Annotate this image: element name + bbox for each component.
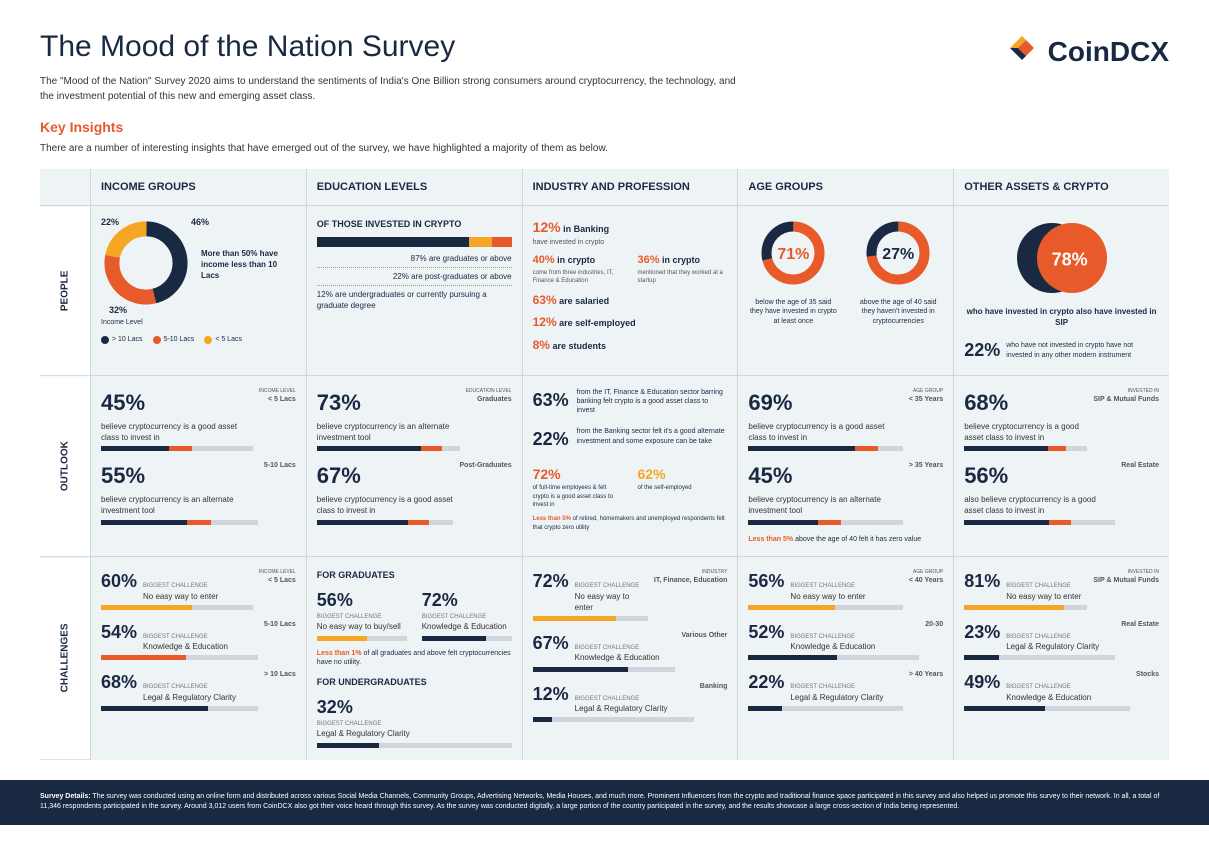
- cell-people-education: OF THOSE INVESTED IN CRYPTO 87% are grad…: [307, 206, 522, 375]
- col-age: AGE GROUPS: [738, 169, 953, 205]
- col-assets: OTHER ASSETS & CRYPTO: [954, 169, 1169, 205]
- cell-outlook-education: 73%believe cryptocurrency is an alternat…: [307, 376, 522, 556]
- logo: CoinDCX: [1004, 30, 1169, 73]
- insights-text: There are a number of interesting insigh…: [40, 143, 740, 154]
- cell-challenges-education: FOR GRADUATES 56%BIGGEST CHALLENGENo eas…: [307, 557, 522, 759]
- donut-pct-32: 32%: [109, 304, 127, 317]
- key-insights-heading: Key Insights: [40, 119, 740, 135]
- cell-challenges-industry: 72%BIGGEST CHALLENGENo easy way to enter…: [523, 557, 738, 759]
- col-industry: INDUSTRY AND PROFESSION: [523, 169, 738, 205]
- header: The Mood of the Nation Survey The "Mood …: [40, 30, 1169, 154]
- cell-outlook-age: 69%believe cryptocurrency is a good asse…: [738, 376, 953, 556]
- cell-people-assets: 78% who have invested in crypto also hav…: [954, 206, 1169, 375]
- income-donut: 22% 46% 32%: [101, 218, 191, 312]
- cell-people-age: 71% below the age of 35 said they have i…: [738, 206, 953, 375]
- cell-challenges-assets: 81%BIGGEST CHALLENGENo easy way to enter…: [954, 557, 1169, 759]
- footer-lead: Survey Details:: [40, 793, 91, 800]
- legend-dot-navy: [101, 336, 109, 344]
- col-income: INCOME GROUPS: [91, 169, 306, 205]
- donut-pct-22: 22%: [101, 216, 119, 229]
- row-challenges: CHALLENGES: [40, 557, 90, 759]
- cell-people-income: 22% 46% 32% More than 50% have income le…: [91, 206, 306, 375]
- grid-corner: [40, 169, 90, 205]
- income-caption: More than 50% have income less than 10 L…: [201, 248, 281, 282]
- income-legend: > 10 Lacs 5-10 Lacs < 5 Lacs: [101, 335, 296, 345]
- edu-stacked-bar: [317, 237, 512, 247]
- cell-challenges-age: 56%BIGGEST CHALLENGENo easy way to enter…: [738, 557, 953, 759]
- row-people: PEOPLE: [40, 206, 90, 375]
- edu-heading: OF THOSE INVESTED IN CRYPTO: [317, 218, 512, 231]
- insights-grid: INCOME GROUPS EDUCATION LEVELS INDUSTRY …: [40, 169, 1169, 760]
- legend-dot-orange: [153, 336, 161, 344]
- donut-pct-46: 46%: [191, 216, 209, 229]
- cell-outlook-income: 45%believe cryptocurrency is a good asse…: [91, 376, 306, 556]
- row-outlook: OUTLOOK: [40, 376, 90, 556]
- cell-outlook-assets: 68%believe cryptocurrency is a good asse…: [954, 376, 1169, 556]
- legend-title: Income Level: [101, 318, 296, 328]
- page: The Mood of the Nation Survey The "Mood …: [0, 0, 1209, 760]
- assets-circle-78: 78%: [1012, 218, 1112, 302]
- age-donut-27: 27%: [863, 218, 933, 292]
- cell-challenges-income: 60%BIGGEST CHALLENGENo easy way to enter…: [91, 557, 306, 759]
- footer-text: The survey was conducted using an online…: [40, 793, 1159, 811]
- legend-dot-yellow: [204, 336, 212, 344]
- logo-icon: [1004, 30, 1040, 73]
- cell-people-industry: 12% in Bankinghave invested in crypto 40…: [523, 206, 738, 375]
- footer: Survey Details: The survey was conducted…: [0, 780, 1209, 825]
- cell-outlook-industry: 63%from the IT, Finance & Education sect…: [523, 376, 738, 556]
- logo-text: CoinDCX: [1048, 36, 1169, 68]
- col-education: EDUCATION LEVELS: [307, 169, 522, 205]
- header-left: The Mood of the Nation Survey The "Mood …: [40, 30, 740, 154]
- age-donut-71: 71%: [758, 218, 828, 292]
- page-subtitle: The "Mood of the Nation" Survey 2020 aim…: [40, 74, 740, 104]
- page-title: The Mood of the Nation Survey: [40, 30, 740, 64]
